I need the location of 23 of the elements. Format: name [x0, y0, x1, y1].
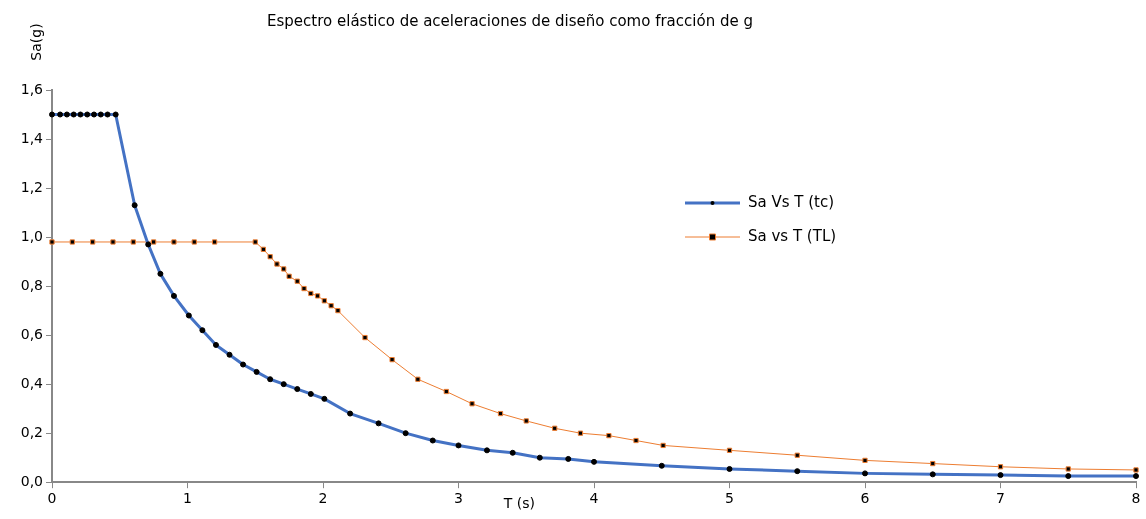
y-tick-label: 0,0 — [20, 472, 43, 489]
x-tick-label: 6 — [860, 490, 870, 507]
legend-label: Sa Vs T (tc) — [748, 192, 835, 211]
y-tick-label: 1,0 — [20, 227, 43, 244]
x-tick-label: 3 — [454, 490, 463, 507]
y-tick-label: 0,6 — [20, 325, 44, 342]
x-tick-label: 4 — [589, 490, 599, 507]
y-tick-label: 0,2 — [20, 423, 43, 440]
x-tick-label: 7 — [996, 490, 1005, 507]
x-tick-label: 2 — [318, 490, 328, 507]
x-tick-label: 0 — [47, 490, 57, 507]
y-tick-label: 1,2 — [20, 178, 43, 195]
x-tick-label: 8 — [1131, 490, 1141, 507]
legend-label: Sa vs T (TL) — [748, 226, 837, 245]
y-axis-title: Sa(g) — [27, 23, 44, 61]
chart-title: Espectro elástico de aceleraciones de diseño como fracción de g — [267, 11, 753, 30]
x-tick-label: 5 — [725, 490, 734, 507]
y-tick-label: 1,4 — [20, 129, 44, 146]
y-tick-label: 1,6 — [20, 80, 44, 97]
x-tick-label: 1 — [183, 490, 192, 507]
y-tick-label: 0,8 — [20, 276, 43, 293]
y-tick-label: 0,4 — [20, 374, 44, 391]
x-axis-title: T (s) — [502, 494, 536, 511]
